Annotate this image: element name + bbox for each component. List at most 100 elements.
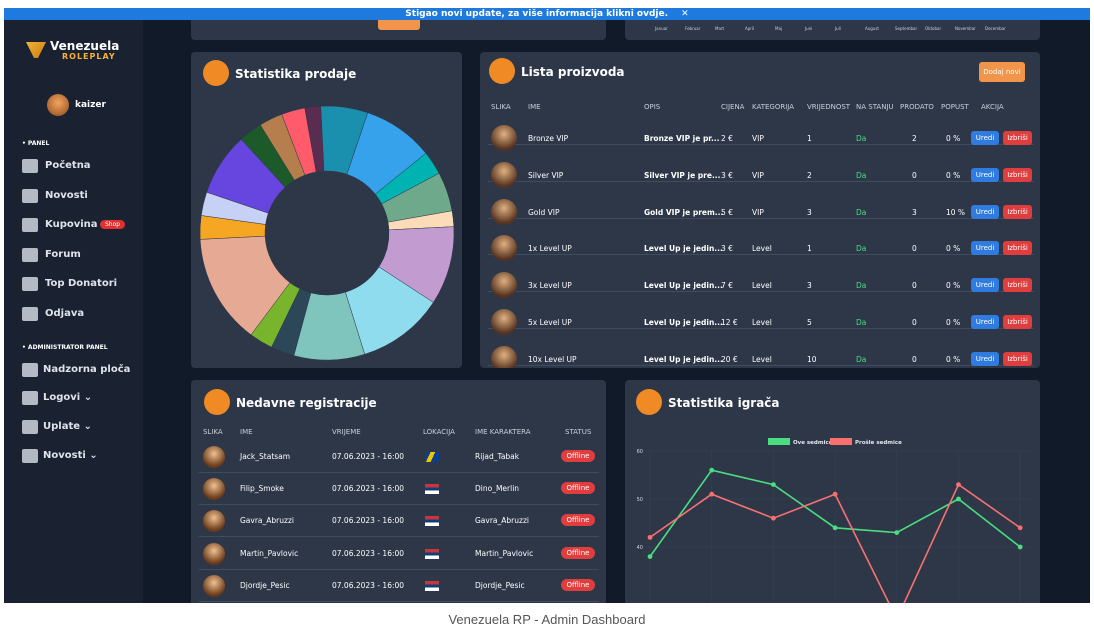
row-divider xyxy=(488,328,1034,329)
sidebar: Venezuela ROLEPLAY kaizer • PANEL Početna Nov… xyxy=(4,8,143,603)
delete-button[interactable]: Izbriši xyxy=(1003,315,1032,329)
product-cell: 0 xyxy=(912,170,917,180)
product-cell: 20 € xyxy=(721,354,738,364)
nav-item[interactable]: Top Donatori xyxy=(45,278,118,289)
row-divider xyxy=(488,144,1034,145)
month-label: Decembar xyxy=(985,26,1006,31)
logo-mark xyxy=(26,42,46,58)
product-cell: Level xyxy=(752,281,772,291)
user-avatar xyxy=(203,542,225,565)
product-cell: Gold VIP xyxy=(528,207,560,217)
legend-swatch xyxy=(830,438,852,445)
series-point xyxy=(709,491,715,497)
reg-time: 07.06.2023 - 16:00 xyxy=(332,484,405,494)
nav-item[interactable]: Forum xyxy=(45,249,81,260)
product-cell: Level xyxy=(752,244,772,254)
status-badge: Offline xyxy=(561,546,595,559)
update-banner[interactable]: Stigao novi update, za više informacija … xyxy=(4,8,1090,20)
user-name: Gavra_Abruzzi xyxy=(240,516,294,526)
add-button[interactable]: Dodaj novi xyxy=(979,62,1025,82)
column-header: AKCIJA xyxy=(981,103,1004,111)
edit-button[interactable]: Uredi xyxy=(971,167,999,182)
nav-icon xyxy=(22,277,38,291)
series-point xyxy=(894,530,900,535)
column-header: SLIKA xyxy=(491,103,511,111)
sales-card: Statistika prodaje xyxy=(191,52,462,368)
product-cell: 3 € xyxy=(721,170,733,180)
nav-item[interactable]: Novosti ⌄ xyxy=(43,450,98,461)
product-image xyxy=(491,125,517,151)
reg-time: 07.06.2023 - 16:00 xyxy=(332,452,405,461)
character-name: Gavra_Abruzzi xyxy=(475,516,529,526)
status-badge: Offline xyxy=(561,514,595,527)
character-name: Martin_Pavlovic xyxy=(475,548,534,558)
user-name: Martin_Pavlovic xyxy=(240,548,299,558)
character-name: Rijad_Tabak xyxy=(475,452,520,461)
shop-badge: Shop xyxy=(100,220,126,229)
product-cell: 0 % xyxy=(946,134,961,143)
panel-heading: • PANEL xyxy=(22,140,50,147)
legend-swatch xyxy=(768,438,790,445)
nav-item[interactable]: Nadzorna ploča xyxy=(43,364,131,375)
product-cell: 0 xyxy=(912,318,917,327)
product-image xyxy=(491,235,517,262)
month-label: Juni xyxy=(805,26,813,31)
product-cell: 0 xyxy=(912,281,917,291)
row-divider xyxy=(488,364,1034,366)
column-header: NA STANJU xyxy=(856,103,894,111)
nav-item[interactable]: Početna xyxy=(45,160,91,171)
delete-button[interactable]: Izbriši xyxy=(1003,167,1032,182)
column-header: LOKACIJA xyxy=(423,428,455,436)
nav-item[interactable]: Uplate ⌄ xyxy=(43,421,92,432)
month-label: Juli xyxy=(835,26,841,31)
product-image xyxy=(491,345,517,368)
product-image xyxy=(491,309,517,335)
location-flag xyxy=(425,580,439,591)
edit-button[interactable]: Uredi xyxy=(971,204,999,219)
nav-item[interactable]: Novosti xyxy=(45,190,88,201)
nav-item[interactable]: Kupovina xyxy=(45,219,98,230)
month-label: Januar xyxy=(655,26,668,31)
edit-button[interactable]: Uredi xyxy=(971,315,999,329)
product-cell: Da xyxy=(856,134,867,143)
product-cell: 10 xyxy=(807,354,817,364)
series-point xyxy=(956,496,961,502)
status-badge: Offline xyxy=(561,450,595,462)
series-point xyxy=(1017,525,1023,531)
delete-button[interactable]: Izbriši xyxy=(1003,278,1032,293)
row-divider xyxy=(199,504,599,506)
edit-button[interactable]: Uredi xyxy=(971,278,999,293)
nav-icon xyxy=(22,218,38,232)
delete-button[interactable]: Izbriši xyxy=(1003,351,1032,366)
edit-button[interactable]: Uredi xyxy=(971,241,999,256)
product-cell: Silver VIP xyxy=(528,170,564,180)
row-divider xyxy=(488,217,1034,219)
delete-button[interactable]: Izbriši xyxy=(1003,241,1032,256)
delete-button[interactable]: Izbriši xyxy=(1003,131,1032,145)
user-avatar xyxy=(203,510,225,533)
product-cell: VIP xyxy=(752,207,764,217)
month-label: August xyxy=(865,26,879,31)
column-header: IME xyxy=(240,428,253,436)
nav-item[interactable]: Odjava xyxy=(45,308,85,319)
banner-text[interactable]: Stigao novi update, za više informacija … xyxy=(405,9,669,19)
legend-label: Prošle sedmice xyxy=(855,439,902,446)
card-icon xyxy=(636,389,662,415)
edit-button[interactable]: Uredi xyxy=(971,131,999,145)
legend-label: Ove sedmice xyxy=(793,440,833,446)
product-cell: 0 % xyxy=(946,354,961,364)
edit-button[interactable]: Uredi xyxy=(971,351,999,366)
products-card: Lista proizvoda Dodaj novi SLIKA IME OPIS CIJ… xyxy=(480,52,1040,368)
column-header: SLIKA xyxy=(203,428,223,436)
banner-close[interactable]: ✕ xyxy=(681,9,689,19)
column-header: OPIS xyxy=(644,103,661,111)
product-cell: 0 % xyxy=(946,170,961,180)
column-header: VRIJEDNOST xyxy=(807,103,851,111)
players-card: Statistika igrača 40 50 60 Ove sedmice Prošle… xyxy=(625,380,1040,603)
delete-button[interactable]: Izbriši xyxy=(1003,204,1032,219)
column-header: IME xyxy=(528,103,541,111)
registrations-card: Nedavne registracije SLIKA IME VRIJEME LOKAC… xyxy=(191,380,606,603)
nav-icon xyxy=(22,391,38,405)
product-cell: Da xyxy=(856,244,867,254)
nav-item[interactable]: Logovi ⌄ xyxy=(43,392,93,403)
